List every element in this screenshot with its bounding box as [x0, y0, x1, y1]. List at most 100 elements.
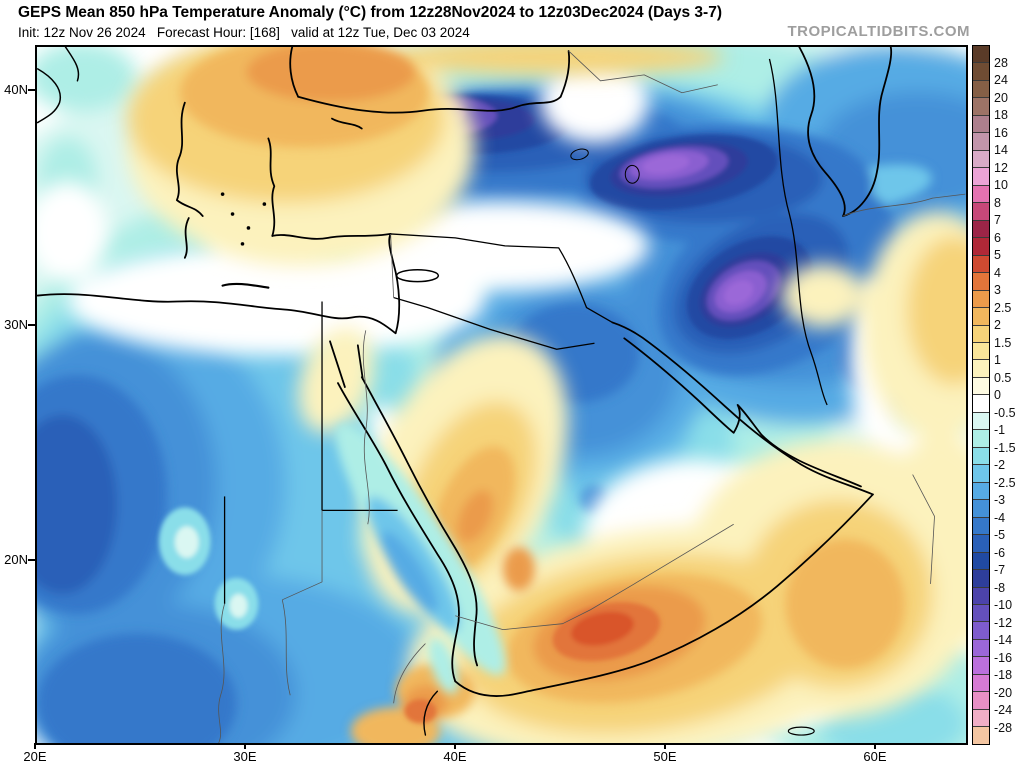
colorbar-tick-label: 0.5: [994, 370, 1012, 385]
colorbar-segment: [973, 621, 989, 639]
colorbar-tick-label: 6: [994, 230, 1001, 245]
colorbar-segment: [973, 604, 989, 622]
lon-tick: [244, 743, 246, 749]
colorbar-segment: [973, 46, 989, 63]
colorbar-segment: [973, 569, 989, 587]
colorbar-tick-label: -2.5: [994, 475, 1016, 490]
colorbar-tick-label: -1.5: [994, 440, 1016, 455]
lon-axis-label: 20E: [23, 749, 47, 764]
colorbar-segment: [973, 638, 989, 657]
chart-subtitle: Init: 12z Nov 26 2024 Forecast Hour: [16…: [18, 25, 470, 40]
colorbar-tick-label: -16: [994, 650, 1013, 665]
colorbar-segment: [973, 97, 989, 115]
lat-tick: [28, 89, 35, 91]
lon-tick: [34, 743, 36, 749]
colorbar-tick-label: 28: [994, 55, 1008, 70]
colorbar-tick-label: 14: [994, 143, 1008, 157]
colorbar: [972, 45, 990, 745]
country-borders: [223, 58, 828, 604]
colorbar-tick-label: -1: [994, 423, 1006, 437]
colorbar-segment: [973, 307, 989, 325]
colorbar-tick-label: 7: [994, 213, 1001, 227]
colorbar-segment: [973, 411, 989, 430]
colorbar-segment: [973, 708, 989, 727]
lon-axis-label: 50E: [653, 749, 677, 764]
colorbar-segment: [973, 167, 989, 185]
colorbar-segment: [973, 184, 989, 203]
colorbar-tick-label: -18: [994, 668, 1013, 682]
colorbar-segment: [973, 446, 989, 465]
coastlines: [37, 47, 893, 736]
colorbar-tick-label: -4: [994, 510, 1006, 525]
colorbar-tick-label: -8: [994, 580, 1006, 595]
chart-title: GEPS Mean 850 hPa Temperature Anomaly (°…: [18, 4, 722, 21]
colorbar-tick-label: 3: [994, 283, 1001, 297]
lat-axis-label: 40N: [4, 82, 28, 97]
colorbar-tick-label: 8: [994, 195, 1001, 210]
colorbar-segment: [973, 376, 989, 395]
lon-axis-label: 40E: [443, 749, 467, 764]
colorbar-tick-label: 1: [994, 353, 1001, 367]
lon-axis-label: 60E: [863, 749, 887, 764]
colorbar-tick-label: -7: [994, 563, 1006, 577]
colorbar-segment: [973, 394, 989, 412]
colorbar-tick-label: 1.5: [994, 335, 1012, 350]
colorbar-tick-label: -10: [994, 598, 1013, 612]
colorbar-segment: [973, 114, 989, 133]
colorbar-tick-label: 18: [994, 108, 1008, 122]
colorbar-tick-label: -28: [994, 720, 1013, 735]
colorbar-segment: [973, 673, 989, 692]
colorbar-tick-label: 2.5: [994, 300, 1012, 315]
colorbar-segment: [973, 691, 989, 709]
lat-axis-label: 30N: [4, 317, 28, 332]
lat-tick: [28, 324, 35, 326]
colorbar-tick-label: 5: [994, 248, 1001, 262]
lat-axis-label: 20N: [4, 552, 28, 567]
colorbar-tick-label: 24: [994, 73, 1008, 87]
red-sea-cool-band: [335, 422, 506, 694]
colorbar-segment: [973, 237, 989, 255]
colorbar-segment: [973, 359, 989, 377]
colorbar-segment: [973, 481, 989, 500]
lon-axis-label: 30E: [233, 749, 257, 764]
colorbar-segment: [973, 324, 989, 342]
colorbar-tick-label: -0.5: [994, 405, 1016, 420]
colorbar-segment: [973, 516, 989, 535]
colorbar-segment: [973, 254, 989, 273]
colorbar-segment: [973, 499, 989, 517]
colorbar-tick-label: 20: [994, 90, 1008, 105]
colorbar-tick-label: -14: [994, 633, 1013, 647]
colorbar-tick-label: 16: [994, 125, 1008, 140]
colorbar-segment: [973, 429, 989, 447]
colorbar-tick-label: -6: [994, 545, 1006, 560]
colorbar-tick-label: -12: [994, 615, 1013, 630]
colorbar-segment: [973, 219, 989, 238]
colorbar-tick-label: 10: [994, 178, 1008, 192]
colorbar-segment: [973, 62, 989, 80]
colorbar-tick-label: -5: [994, 528, 1006, 542]
anomaly-field-svg: [37, 47, 966, 743]
colorbar-segment: [973, 534, 989, 552]
colorbar-segment: [973, 132, 989, 150]
colorbar-tick-label: -2: [994, 458, 1006, 472]
colorbar-segment: [973, 551, 989, 570]
warm-cores: [404, 602, 661, 724]
colorbar-tick-label: -24: [994, 703, 1013, 717]
colorbar-segment: [973, 726, 989, 744]
colorbar-segment: [973, 272, 989, 290]
colorbar-segment: [973, 586, 989, 604]
lon-tick: [664, 743, 666, 749]
weather-map: [35, 45, 968, 745]
colorbar-segment: [973, 289, 989, 308]
colorbar-segment: [973, 656, 989, 674]
lon-tick: [454, 743, 456, 749]
colorbar-segment: [973, 341, 989, 360]
lat-tick: [28, 559, 35, 561]
colorbar-segment: [973, 149, 989, 168]
colorbar-tick-label: 12: [994, 160, 1008, 175]
colorbar-segment: [973, 79, 989, 98]
colorbar-tick-label: -3: [994, 493, 1006, 507]
site-watermark: TROPICALTIDBITS.COM: [787, 23, 970, 40]
colorbar-tick-label: -20: [994, 685, 1013, 700]
